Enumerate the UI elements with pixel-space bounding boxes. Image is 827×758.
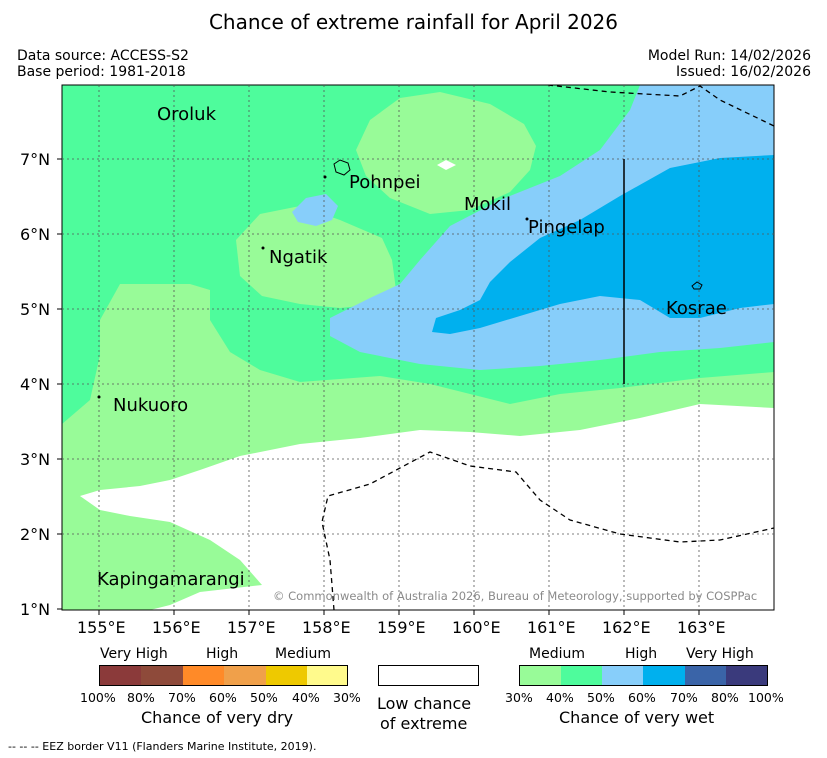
legend-wet-swatch-6 — [726, 665, 768, 685]
legend-dry-caption: Chance of very dry — [141, 708, 294, 727]
y-tick-2: 2°N — [20, 525, 51, 544]
eez-footnote: -- -- -- EEZ border V11 (Flanders Marine… — [8, 740, 317, 753]
legend-wet-pct-60: 60% — [628, 690, 656, 705]
x-tick-163: 163°E — [677, 618, 726, 637]
x-tick-156: 156°E — [152, 618, 201, 637]
legend-dry-pct-40: 40% — [292, 690, 320, 705]
y-tick-3: 3°N — [20, 450, 51, 469]
x-tick-159: 159°E — [377, 618, 426, 637]
legend-wet-frame — [519, 665, 768, 686]
kosrae-island — [691, 281, 703, 290]
legend-wet-pct-80: 80% — [711, 690, 739, 705]
place-ngatik: Ngatik — [269, 247, 328, 268]
legend-dry-very-high: Very High — [100, 646, 168, 662]
place-oroluk: Oroluk — [157, 104, 217, 125]
x-tick-161: 161°E — [527, 618, 576, 637]
legend-dry-swatch-5 — [266, 665, 307, 685]
nukuoro-atoll — [97, 395, 101, 399]
x-tick-155: 155°E — [77, 618, 126, 637]
copyright-notice: © Commonwealth of Australia 2026, Bureau… — [273, 589, 758, 603]
legend-dry-pct-50: 50% — [250, 690, 278, 705]
legend-dry-swatch-2 — [141, 665, 183, 685]
y-tick-6: 6°N — [20, 225, 51, 244]
y-tick-7: 7°N — [20, 150, 51, 169]
region-light-green-inner — [356, 92, 536, 214]
legend-wet-pct-40: 40% — [546, 690, 574, 705]
ant-atoll — [323, 175, 327, 179]
legend-dry-high: High — [206, 646, 239, 662]
legend-wet-swatch-3 — [602, 665, 643, 685]
region-light-blue-patch — [292, 194, 338, 226]
ngatik-atoll — [261, 246, 265, 250]
islet-white — [437, 160, 456, 170]
place-nukuoro: Nukuoro — [113, 395, 189, 416]
legend-dry-swatch-6 — [307, 665, 348, 685]
legend-dry-pct-70: 70% — [168, 690, 196, 705]
legend-low-swatch — [378, 665, 479, 686]
legend-wet-swatch-4 — [643, 665, 685, 685]
legend-low-line2: of extreme — [380, 714, 468, 733]
x-tick-157: 157°E — [227, 618, 276, 637]
legend-wet-swatch-1 — [519, 665, 561, 685]
region-sky-blue — [432, 155, 774, 334]
x-tick-158: 158°E — [302, 618, 351, 637]
legend-wet-swatch-5 — [685, 665, 726, 685]
map-title: Chance of extreme rainfall for April 202… — [208, 10, 619, 34]
graticule — [62, 85, 774, 610]
map-frame — [61, 84, 775, 611]
data-source: Data source: ACCESS-S2 — [17, 48, 189, 64]
pingelap-atoll — [525, 217, 529, 221]
legend-wet-caption: Chance of very wet — [559, 708, 715, 727]
legend-wet-swatch-2 — [561, 665, 602, 685]
legend-dry-frame — [99, 665, 348, 686]
model-run: Model Run: 14/02/2026 — [647, 48, 811, 64]
legend-wet-pct-50: 50% — [587, 690, 615, 705]
legend-wet-medium: Medium — [529, 646, 585, 662]
place-pingelap: Pingelap — [528, 217, 605, 238]
legend-dry-pct-60: 60% — [209, 690, 237, 705]
place-mokil: Mokil — [464, 194, 511, 215]
pohnpei-island — [333, 159, 351, 176]
place-kapingamarangi: Kapingamarangi — [97, 569, 245, 590]
x-tick-160: 160°E — [452, 618, 501, 637]
legend-wet-very-high: Very High — [686, 646, 754, 662]
eez-border — [321, 85, 774, 610]
y-tick-4: 4°N — [20, 375, 51, 394]
axis-ticks — [57, 158, 700, 615]
legend-wet-pct-30: 30% — [505, 690, 533, 705]
legend-dry-pct-30: 30% — [333, 690, 361, 705]
x-tick-162: 162°E — [602, 618, 651, 637]
y-tick-5: 5°N — [20, 300, 51, 319]
place-kosrae: Kosrae — [666, 298, 727, 319]
legend-wet-high: High — [625, 646, 658, 662]
issued-date: Issued: 16/02/2026 — [676, 64, 811, 80]
region-light-green-ngatik — [236, 206, 396, 308]
legend-low-line1: Low chance — [377, 694, 472, 713]
place-pohnpei: Pohnpei — [349, 172, 421, 193]
legend-dry-swatch-4 — [224, 665, 266, 685]
y-tick-1: 1°N — [20, 600, 51, 619]
legend-dry-swatch-1 — [99, 665, 141, 685]
base-period: Base period: 1981-2018 — [17, 64, 186, 80]
legend-wet-pct-70: 70% — [670, 690, 698, 705]
legend-dry-pct-100: 100% — [80, 690, 116, 705]
legend-wet-pct-100: 100% — [748, 690, 784, 705]
islands — [97, 159, 703, 399]
rainfall-probability-field — [62, 85, 774, 610]
legend-dry-pct-80: 80% — [127, 690, 155, 705]
legend-dry-swatch-3 — [183, 665, 224, 685]
legend-dry-medium: Medium — [275, 646, 331, 662]
